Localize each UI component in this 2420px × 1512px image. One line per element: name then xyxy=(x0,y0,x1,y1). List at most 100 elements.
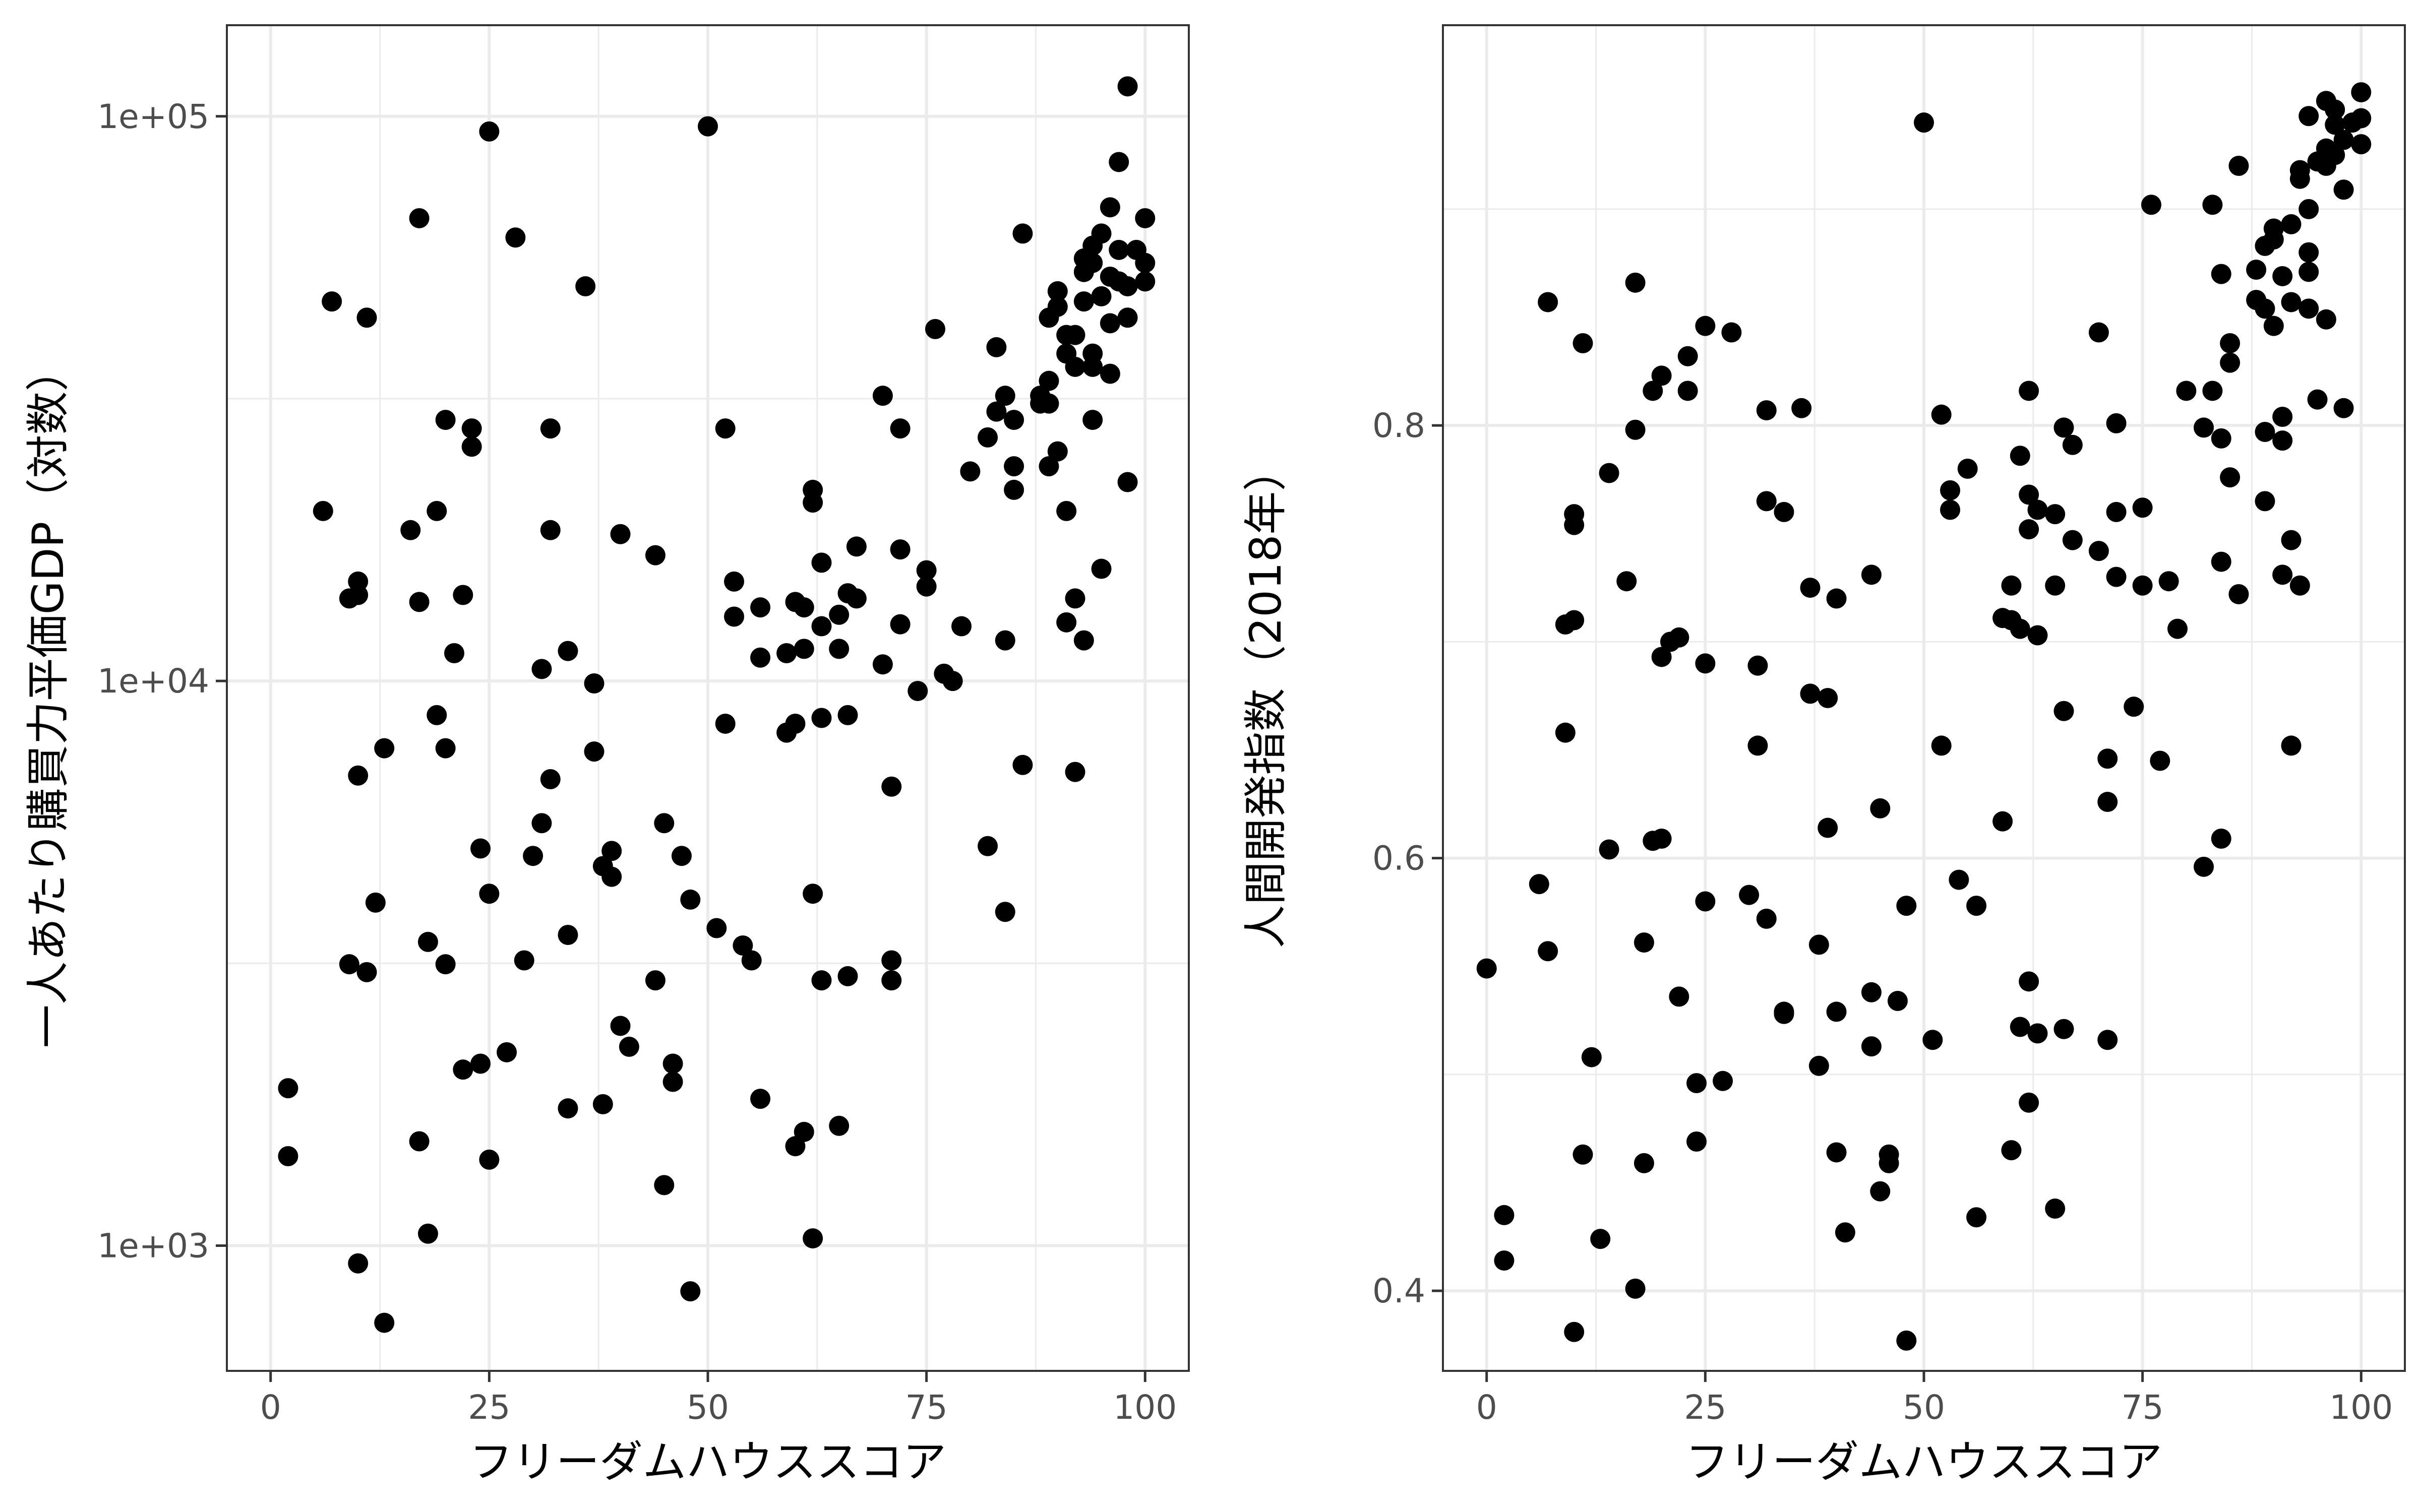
right-data-point xyxy=(2220,467,2241,488)
left-data-point xyxy=(435,954,456,975)
left-data-point xyxy=(1117,76,1138,97)
right-data-point xyxy=(1861,1036,1882,1057)
right-data-point xyxy=(1686,1131,1707,1152)
left-data-point xyxy=(540,520,561,540)
right-data-point xyxy=(2158,571,2179,592)
left-data-point xyxy=(610,524,631,544)
left-data-point xyxy=(776,643,797,663)
left-x-tick-label: 50 xyxy=(687,1388,729,1427)
left-data-point xyxy=(1117,276,1138,297)
left-data-point xyxy=(750,597,771,618)
right-data-point xyxy=(1572,1144,1593,1165)
right-data-point xyxy=(1992,811,2013,832)
right-data-point xyxy=(1931,735,1952,756)
right-data-point xyxy=(1643,381,1663,401)
left-data-point xyxy=(1039,370,1059,391)
left-data-point xyxy=(461,436,482,457)
right-data-point xyxy=(2333,179,2354,200)
right-data-point xyxy=(2298,106,2319,127)
left-data-point xyxy=(951,616,972,637)
right-data-point xyxy=(2167,618,2188,639)
right-data-point xyxy=(1870,798,1891,818)
left-data-point xyxy=(698,116,718,137)
left-data-point xyxy=(505,227,526,248)
left-data-point xyxy=(1109,239,1129,260)
left-data-point xyxy=(558,1098,578,1119)
right-data-point xyxy=(1651,647,1672,667)
right-data-point xyxy=(2106,413,2127,433)
left-data-point xyxy=(811,708,832,728)
left-data-point xyxy=(461,418,482,439)
right-data-point xyxy=(2255,298,2275,319)
right-y-tick-label: 0.8 xyxy=(1372,406,1425,445)
left-data-point xyxy=(794,597,814,618)
right-data-point xyxy=(1581,1047,1602,1067)
right-data-point xyxy=(2298,298,2319,319)
left-data-point xyxy=(837,705,858,725)
left-data-point xyxy=(1056,500,1077,521)
left-data-point xyxy=(1065,588,1085,609)
left-data-point xyxy=(540,418,561,439)
right-data-point xyxy=(2019,381,2039,401)
left-data-point xyxy=(470,1053,491,1074)
right-data-point xyxy=(1879,1153,1899,1173)
right-data-point xyxy=(1861,982,1882,1002)
right-data-point xyxy=(2176,381,2197,401)
left-data-point xyxy=(872,654,893,675)
right-data-point xyxy=(2246,260,2267,280)
right-data-point xyxy=(1774,501,1794,522)
left-data-point xyxy=(1091,558,1112,579)
left-y-tick-label: 1e+05 xyxy=(97,97,209,136)
left-data-point xyxy=(881,970,902,991)
right-data-point xyxy=(1599,463,1619,483)
left-data-point xyxy=(356,307,377,328)
right-data-point xyxy=(2255,422,2275,443)
left-data-point xyxy=(1135,271,1156,292)
left-data-point xyxy=(1109,152,1129,172)
left-data-point xyxy=(479,121,500,142)
right-data-point xyxy=(1826,588,1847,609)
left-data-point xyxy=(846,588,867,609)
right-data-point xyxy=(2211,264,2231,284)
right-data-point xyxy=(2228,584,2249,604)
left-grid xyxy=(227,25,1189,1371)
left-data-point xyxy=(680,889,701,910)
left-data-point xyxy=(322,291,342,312)
right-y-tick-label: 0.4 xyxy=(1372,1272,1425,1310)
right-data-point xyxy=(2045,1199,2066,1219)
left-data-point xyxy=(444,643,464,663)
right-data-point xyxy=(1940,480,1961,500)
right-data-point xyxy=(1826,1142,1847,1163)
right-data-point xyxy=(1756,400,1777,421)
right-data-point xyxy=(2272,564,2293,585)
left-data-point xyxy=(592,1094,613,1114)
right-data-point xyxy=(2289,160,2310,180)
left-data-point xyxy=(986,337,1007,357)
right-data-point xyxy=(2298,242,2319,263)
left-data-point xyxy=(715,418,736,439)
right-data-point xyxy=(2027,1023,2048,1044)
left-data-point xyxy=(1047,281,1068,301)
left-data-point xyxy=(925,319,945,339)
right-data-point xyxy=(2088,541,2109,561)
left-data-point xyxy=(435,410,456,430)
left-data-point xyxy=(1091,286,1112,306)
left-data-point xyxy=(348,765,369,786)
right-data-point xyxy=(1616,571,1637,592)
right-data-point xyxy=(2150,750,2170,771)
left-data-point xyxy=(916,576,937,597)
right-data-point xyxy=(2132,497,2153,518)
right-data-point xyxy=(1494,1205,1515,1225)
right-data-point xyxy=(1747,735,1768,756)
right-data-point xyxy=(2010,618,2030,639)
right-data-point xyxy=(1476,958,1497,979)
left-data-point xyxy=(1047,296,1068,317)
right-data-point xyxy=(1756,908,1777,929)
left-data-point xyxy=(803,479,823,500)
left-data-point xyxy=(872,386,893,406)
left-data-point xyxy=(1004,456,1024,477)
right-data-point xyxy=(2019,519,2039,540)
right-data-point xyxy=(2124,697,2144,717)
right-data-point xyxy=(2211,829,2231,849)
right-data-point xyxy=(2062,434,2083,455)
